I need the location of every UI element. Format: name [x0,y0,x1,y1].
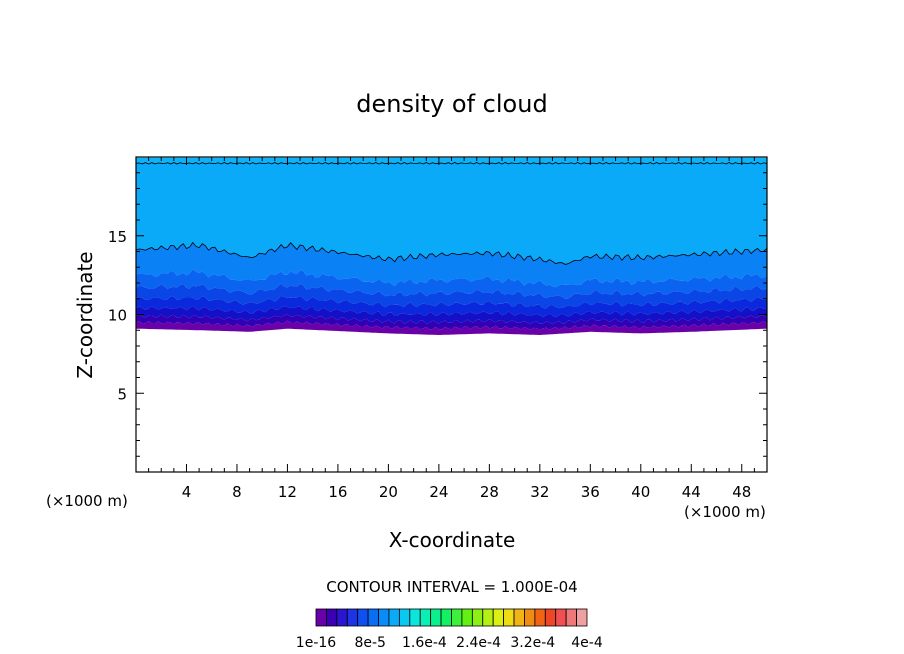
band-b7 [136,320,767,335]
band-upper [136,162,767,265]
contour-interval-label: CONTOUR INTERVAL = 1.000E-04 [326,578,577,596]
x-unit-left: (×1000 m) [46,492,128,510]
y-axis-label: Z-coordinate [73,251,97,378]
colorbar-swatch [409,608,421,627]
colorbar-swatch [326,608,338,627]
colorbar-swatch [451,608,463,627]
x-unit-right: (×1000 m) [684,503,766,521]
colorbar-swatch [555,608,567,627]
colorbar-label: 8e-5 [354,635,385,651]
colorbar-label: 1.6e-4 [402,635,447,651]
colorbar-swatch [336,608,348,627]
band-b6 [136,314,767,331]
y-tick-label: 5 [117,385,127,403]
contour-line-top [135,162,768,165]
colorbar-swatch [398,608,411,627]
colorbar-swatch [492,608,505,627]
band-b5 [136,305,767,325]
x-axis: 4 8 12 16 20 24 28 32 36 40 44 48 [148,157,755,501]
x-tick-label: 8 [232,483,242,501]
chart-title: density of cloud [356,90,547,118]
colorbar-label: 2.4e-4 [456,635,501,651]
x-tick-label: 44 [682,483,701,501]
colorbar-label: 4e-4 [571,635,603,651]
colorbar-swatch [544,608,557,627]
colorbar [315,608,588,627]
colorbar-swatch [440,608,452,627]
colorbar-swatch [315,608,327,627]
colorbar-swatch [513,608,525,627]
colorbar-swatch [565,608,577,627]
colorbar-labels: 1e-16 8e-5 1.6e-4 2.4e-4 3.2e-4 4e-4 [296,635,603,651]
y-tick-label: 15 [108,228,127,246]
colorbar-swatch [503,608,515,627]
band-b1 [136,242,767,288]
x-axis-label: X-coordinate [389,528,516,552]
x-tick-label: 12 [278,483,297,501]
colorbar-swatch [576,608,588,627]
x-tick-label: 40 [631,483,650,501]
x-tick-label: 48 [732,483,751,501]
x-tick-label: 28 [480,483,499,501]
contour-line-upper [135,241,768,265]
colorbar-swatch [524,608,536,627]
colorbar-swatch [471,608,484,627]
x-tick-label: 36 [581,483,600,501]
x-tick-label: 20 [379,483,398,501]
y-axis: 5 10 15 [108,172,767,457]
colorbar-swatch [430,608,442,627]
band-b4 [136,295,767,318]
x-tick-label: 16 [328,483,347,501]
band-b2 [136,269,767,299]
colorbar-swatch [357,608,369,627]
colorbar-swatch [367,608,379,627]
plot-area [135,156,768,473]
x-tick-label: 32 [530,483,549,501]
colorbar-swatch [378,608,390,627]
colorbar-swatch [346,608,359,627]
colorbar-label: 1e-16 [296,635,336,651]
x-tick-label: 24 [429,483,448,501]
colorbar-swatch [419,608,432,627]
x-tick-label: 4 [182,483,192,501]
band-b3 [136,283,767,309]
colorbar-swatch [461,608,473,627]
colorbar-label: 3.2e-4 [510,635,555,651]
colorbar-swatch [388,608,400,627]
colorbar-swatch [534,608,546,627]
y-tick-label: 10 [108,307,127,325]
colorbar-swatch [482,608,494,627]
